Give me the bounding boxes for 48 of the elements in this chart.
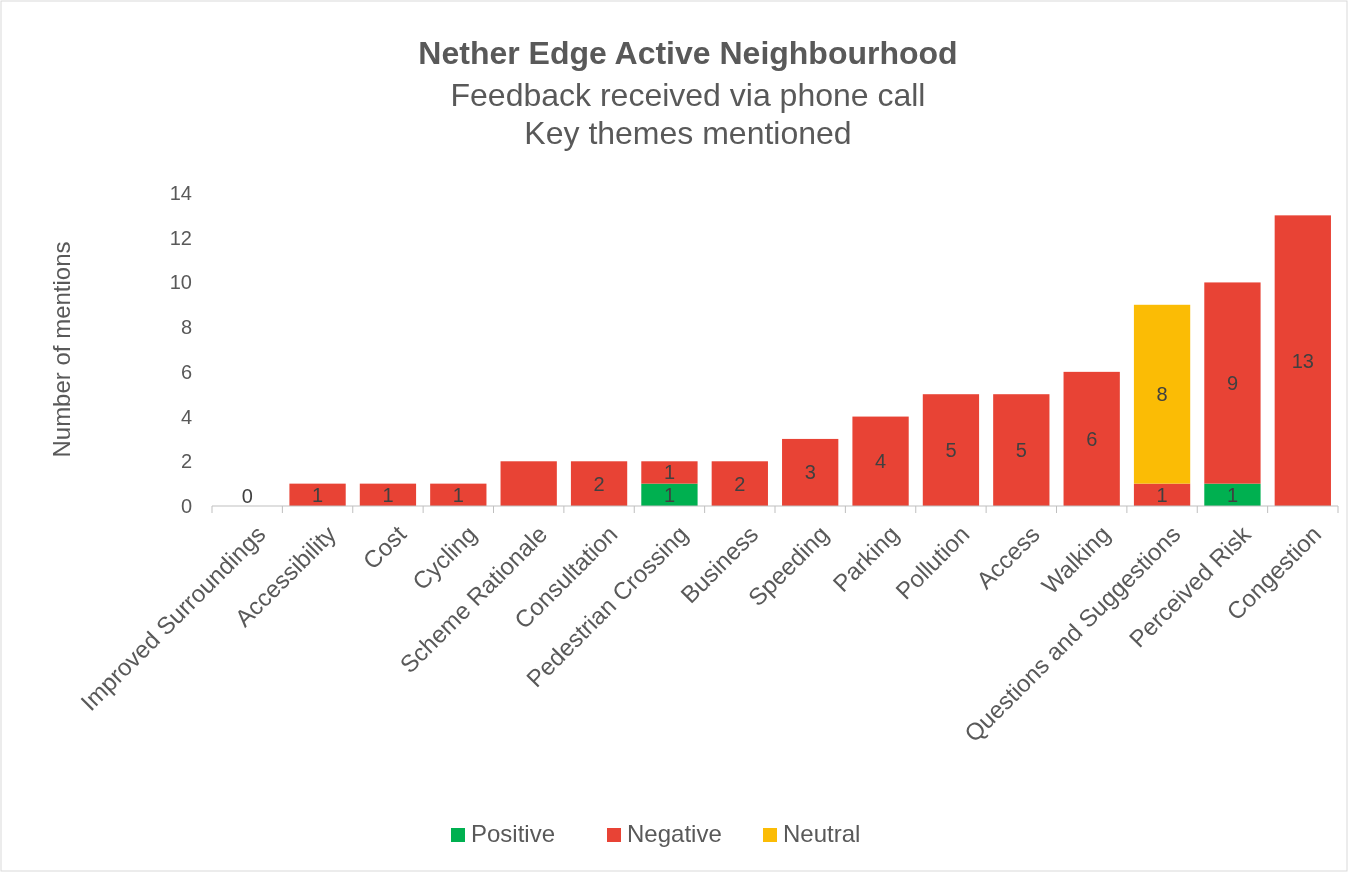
data-label: 13	[1291, 349, 1314, 372]
data-label: 1	[663, 461, 675, 484]
bar	[641, 483, 698, 506]
data-label: 6	[1086, 427, 1098, 450]
data-label: 1	[663, 483, 675, 506]
bar	[570, 461, 628, 506]
annotation: 0	[241, 485, 253, 507]
data-label: 2	[593, 472, 605, 495]
y-tick-label: 2	[180, 450, 192, 473]
bar	[993, 394, 1050, 506]
data-label: 5	[945, 439, 957, 462]
data-label: 5	[1015, 439, 1027, 462]
bar	[1204, 483, 1261, 506]
bar	[782, 438, 839, 506]
legend-label: Negative	[627, 820, 722, 847]
y-tick-label: 12	[169, 226, 192, 249]
bar	[641, 461, 698, 484]
data-label: 1	[382, 483, 394, 506]
y-tick-label: 10	[169, 271, 192, 294]
bar	[500, 461, 557, 506]
data-label: 9	[1226, 372, 1238, 395]
data-label: 1	[312, 483, 324, 506]
legend-label: Positive	[471, 820, 556, 847]
bar	[711, 461, 768, 506]
y-tick-label: 4	[180, 405, 192, 428]
bar	[289, 483, 346, 506]
data-label: 1	[1156, 483, 1168, 506]
y-tick-label: 14	[169, 182, 192, 204]
chart-title: Nether Edge Active Neighbourhood	[418, 35, 958, 71]
y-tick-label: 0	[180, 495, 192, 517]
y-axis-title: Number of mentions	[48, 241, 75, 458]
bar	[1274, 215, 1331, 506]
data-label: 8	[1156, 383, 1168, 406]
bar	[852, 416, 909, 506]
bar	[1204, 282, 1261, 484]
data-label: 2	[734, 472, 746, 495]
data-label: 1	[452, 483, 464, 506]
bar	[1133, 304, 1191, 484]
x-tick-label: Cost	[357, 520, 412, 575]
y-tick-label: 6	[180, 360, 192, 383]
y-tick-label: 8	[180, 316, 192, 339]
bar	[1063, 371, 1120, 506]
chart-subtitle: Feedback received via phone call Key themes mentioned	[450, 77, 926, 151]
bar	[922, 394, 980, 506]
data-label: 3	[804, 461, 816, 484]
data-label: 4	[875, 450, 887, 473]
legend-label: Neutral	[783, 820, 861, 847]
data-label: 1	[1226, 483, 1238, 506]
